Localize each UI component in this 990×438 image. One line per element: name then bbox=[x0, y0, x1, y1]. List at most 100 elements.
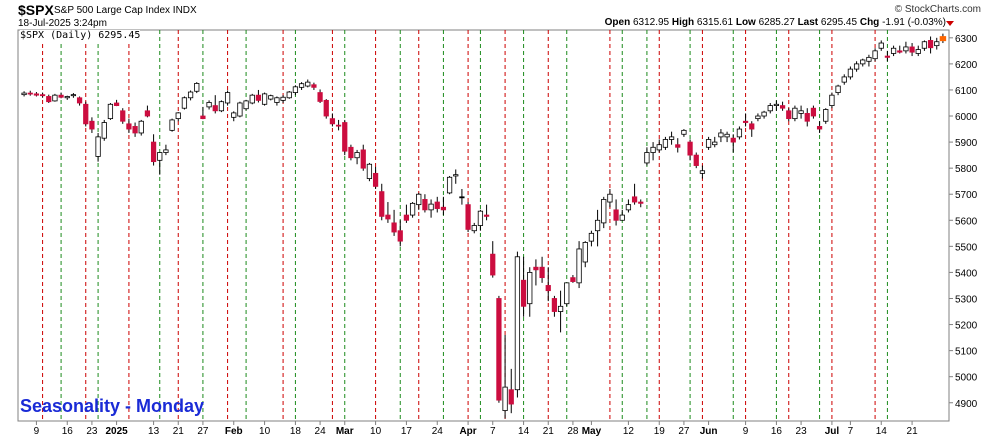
candle-body bbox=[70, 94, 77, 97]
candle-body bbox=[730, 137, 736, 143]
candle bbox=[280, 95, 286, 103]
candle-body bbox=[736, 128, 743, 138]
candle-body bbox=[625, 204, 632, 211]
candle bbox=[564, 282, 570, 307]
candle-body bbox=[144, 110, 151, 117]
candle-body bbox=[181, 97, 188, 109]
candle-body bbox=[835, 85, 841, 93]
open-value: 6312.95 bbox=[632, 17, 670, 28]
candle-body bbox=[21, 92, 27, 96]
candle bbox=[798, 105, 804, 119]
candle-body bbox=[261, 93, 268, 105]
candle-body bbox=[224, 92, 231, 104]
candle-body bbox=[101, 122, 107, 139]
candle-body bbox=[46, 96, 52, 103]
candle bbox=[113, 99, 120, 107]
candle bbox=[520, 256, 527, 317]
candle bbox=[909, 43, 915, 57]
candle bbox=[810, 105, 817, 119]
low-label: Low bbox=[735, 17, 756, 28]
candle-body bbox=[107, 103, 114, 120]
candle-body bbox=[440, 206, 447, 211]
candle bbox=[860, 58, 866, 67]
x-tick-label: Feb bbox=[225, 426, 243, 437]
candle-body bbox=[120, 110, 126, 122]
candle-body bbox=[169, 119, 175, 131]
y-tick-label: 5500 bbox=[955, 242, 978, 253]
candle bbox=[39, 92, 46, 98]
candle bbox=[650, 142, 656, 161]
candle bbox=[490, 241, 496, 278]
x-tick-label: Jul bbox=[825, 426, 840, 437]
candle bbox=[323, 99, 329, 119]
candle bbox=[132, 122, 138, 137]
candle-body bbox=[428, 203, 434, 211]
candle bbox=[286, 90, 292, 99]
x-tick-label: 21 bbox=[543, 426, 555, 437]
candle-body bbox=[335, 124, 342, 127]
y-tick-label: 5600 bbox=[955, 216, 978, 227]
candle-body bbox=[150, 141, 157, 163]
candle bbox=[249, 93, 255, 105]
candle bbox=[502, 334, 508, 419]
y-tick-label: 5200 bbox=[955, 321, 978, 332]
candle-body bbox=[175, 112, 181, 120]
candle-body bbox=[416, 193, 422, 206]
candle-body bbox=[878, 42, 884, 49]
candle bbox=[107, 102, 114, 120]
candle-body bbox=[446, 176, 453, 194]
series-legend: $SPX (Daily) 6295.45 bbox=[20, 30, 141, 41]
candle bbox=[422, 194, 428, 213]
candle-series bbox=[21, 33, 947, 419]
candle-body bbox=[212, 105, 218, 112]
x-tick-label: 9 bbox=[743, 426, 749, 437]
candle-body bbox=[360, 149, 366, 169]
last-price-marker bbox=[939, 36, 947, 42]
chart-annotation: Seasonality - Monday bbox=[20, 396, 205, 416]
candle-body bbox=[329, 118, 336, 125]
x-tick-label: 21 bbox=[907, 426, 919, 437]
candle bbox=[366, 162, 373, 182]
candle bbox=[76, 96, 83, 106]
candle bbox=[582, 241, 588, 268]
candle bbox=[138, 119, 144, 136]
y-tick-label: 5900 bbox=[955, 138, 978, 149]
candle bbox=[101, 119, 107, 141]
candle-body bbox=[218, 101, 225, 112]
candle bbox=[348, 144, 354, 161]
candle-body bbox=[496, 298, 502, 401]
candle-body bbox=[909, 46, 915, 53]
candle bbox=[200, 106, 206, 120]
candle-body bbox=[323, 99, 329, 117]
candle-body bbox=[490, 253, 496, 276]
candle bbox=[465, 202, 471, 233]
x-tick-label: 10 bbox=[370, 426, 382, 437]
candle-body bbox=[138, 120, 144, 134]
candle bbox=[292, 85, 299, 96]
candle bbox=[224, 90, 231, 106]
candle bbox=[187, 90, 194, 101]
candle bbox=[539, 256, 545, 283]
candle-body bbox=[853, 63, 860, 70]
candle-body bbox=[681, 129, 687, 135]
candle bbox=[181, 96, 188, 110]
candle bbox=[662, 136, 669, 150]
candle-body bbox=[243, 100, 249, 110]
x-tick-label: Jun bbox=[700, 426, 718, 437]
candle-body bbox=[33, 93, 40, 96]
candle bbox=[27, 90, 33, 96]
candle-body bbox=[823, 109, 829, 122]
x-tick-label: 13 bbox=[148, 426, 160, 437]
candle bbox=[755, 113, 761, 122]
candle-body bbox=[292, 86, 299, 93]
candle-body bbox=[749, 123, 755, 130]
candle-body bbox=[607, 193, 613, 203]
candle bbox=[360, 144, 366, 171]
candle-body bbox=[619, 214, 625, 221]
x-tick-label: 18 bbox=[290, 426, 302, 437]
candle bbox=[342, 119, 348, 156]
candle-body bbox=[409, 202, 416, 216]
last-label: Last bbox=[797, 17, 819, 28]
ohlc-summary: Open 6312.95 High 6315.61 Low 6285.27 La… bbox=[605, 17, 946, 28]
